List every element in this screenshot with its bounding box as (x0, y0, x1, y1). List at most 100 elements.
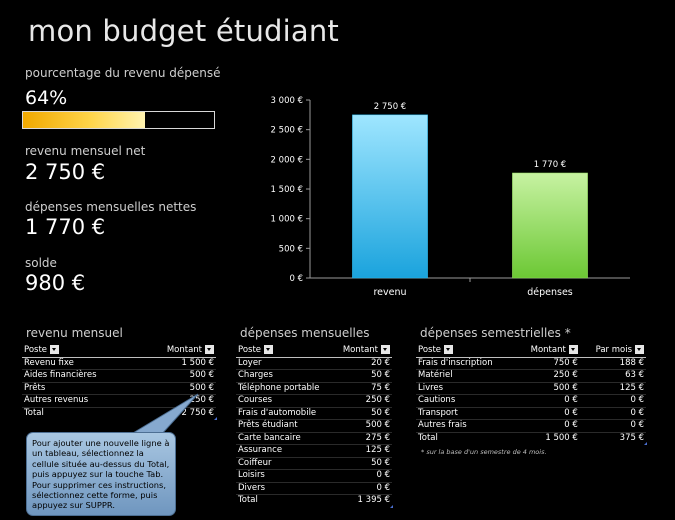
table-resize-handle[interactable] (390, 505, 393, 508)
monthly-total-cell[interactable]: Total (236, 494, 334, 507)
balance-label: solde (25, 256, 57, 270)
monthly-cell[interactable]: 275 € (333, 432, 392, 445)
semester-header-cell[interactable]: Montant (515, 345, 580, 358)
monthly-cell[interactable]: Loisirs (236, 469, 334, 483)
semester-cell[interactable]: 0 € (579, 419, 646, 433)
monthly-cell[interactable]: 50 € (333, 457, 392, 470)
monthly-cell[interactable]: Coiffeur (236, 457, 334, 470)
monthly-row[interactable]: Téléphone portable 75 € (236, 382, 392, 395)
income-cell[interactable]: Aides financières (22, 369, 139, 383)
monthly-row[interactable]: Loyer 20 € (236, 357, 392, 370)
semester-cell[interactable]: Transport (416, 407, 516, 420)
semester-cell[interactable]: Cautions (416, 394, 516, 408)
semester-total-cell[interactable]: 375 € (579, 431, 646, 444)
monthly-total-cell[interactable]: 1 395 € (333, 494, 392, 507)
semester-row[interactable]: Cautions 0 €0 € (416, 394, 646, 408)
income-cell[interactable]: 1 500 € (138, 357, 216, 370)
semester-cell[interactable]: 750 € (515, 357, 580, 370)
semester-cell[interactable]: Frais d'inscription (416, 357, 516, 370)
table-resize-handle[interactable] (214, 417, 217, 420)
income-header-cell[interactable]: Poste (22, 345, 139, 358)
income-row[interactable]: Aides financières 500 € (22, 369, 216, 383)
semester-cell[interactable]: Livres (416, 382, 516, 395)
filter-dropdown-icon[interactable] (50, 345, 60, 354)
monthly-cell[interactable]: Loyer (236, 357, 334, 370)
income-cell[interactable]: Revenu fixe (22, 357, 139, 370)
y-tick-label: 3 000 € (271, 96, 303, 106)
income-label: revenu mensuel net (25, 144, 146, 158)
income-cell[interactable]: 500 € (138, 369, 216, 383)
income-cell[interactable]: 500 € (138, 382, 216, 395)
filter-dropdown-icon[interactable] (635, 345, 644, 354)
monthly-cell[interactable]: Courses (236, 394, 334, 408)
monthly-cell[interactable]: Prêts étudiant (236, 419, 334, 433)
filter-dropdown-icon[interactable] (205, 345, 214, 354)
monthly-cell[interactable]: 500 € (333, 419, 392, 433)
income-row[interactable]: Prêts 500 € (22, 382, 216, 395)
instructions-callout[interactable]: Pour ajouter une nouvelle ligne à un tab… (26, 432, 176, 516)
semester-cell[interactable]: 0 € (579, 394, 646, 408)
semester-row[interactable]: Frais d'inscription 750 €188 € (416, 357, 646, 370)
income-table: Poste Montant Revenu fixe 1 500 € Aides fina… (22, 345, 216, 419)
semester-cell[interactable]: 0 € (515, 394, 580, 408)
semester-cell[interactable]: 500 € (515, 382, 580, 395)
pct-progress-bar (22, 111, 215, 129)
monthly-cell[interactable]: 0 € (333, 482, 392, 495)
monthly-cell[interactable]: Carte bancaire (236, 432, 334, 445)
filter-dropdown-icon[interactable] (568, 345, 578, 354)
semester-row[interactable]: Autres frais 0 €0 € (416, 419, 646, 433)
income-row[interactable]: Revenu fixe 1 500 € (22, 357, 216, 370)
monthly-header-cell[interactable]: Poste (236, 345, 334, 358)
filter-dropdown-icon[interactable] (444, 345, 454, 354)
monthly-row[interactable]: Charges 50 € (236, 369, 392, 383)
monthly-header-cell[interactable]: Montant (333, 345, 392, 358)
semester-row[interactable]: Transport 0 €0 € (416, 407, 646, 420)
semester-header-cell[interactable]: Par mois (579, 345, 646, 358)
monthly-cell[interactable]: Téléphone portable (236, 382, 334, 395)
monthly-row[interactable]: Frais d'automobile 50 € (236, 407, 392, 420)
monthly-cell[interactable]: Frais d'automobile (236, 407, 334, 420)
monthly-cell[interactable]: Divers (236, 482, 334, 495)
income-cell[interactable]: Prêts (22, 382, 139, 395)
semester-header-cell[interactable]: Poste (416, 345, 516, 358)
semester-cell[interactable]: 0 € (579, 407, 646, 420)
monthly-header-row: Poste Montant (236, 345, 392, 358)
semester-row[interactable]: Livres 500 €125 € (416, 382, 646, 395)
monthly-cell[interactable]: 50 € (333, 369, 392, 383)
semester-cell[interactable]: 188 € (579, 357, 646, 370)
monthly-row[interactable]: Prêts étudiant 500 € (236, 419, 392, 433)
semester-cell[interactable]: 0 € (515, 419, 580, 433)
monthly-row[interactable]: Loisirs 0 € (236, 469, 392, 483)
semester-cell[interactable]: Autres frais (416, 419, 516, 433)
monthly-row[interactable]: Courses 250 € (236, 394, 392, 408)
monthly-cell[interactable]: 250 € (333, 394, 392, 408)
monthly-cell[interactable]: 75 € (333, 382, 392, 395)
monthly-cell[interactable]: Charges (236, 369, 334, 383)
x-category-label: dépenses (527, 287, 573, 298)
monthly-row[interactable]: Coiffeur 50 € (236, 457, 392, 470)
monthly-total-row[interactable]: Total 1 395 € (236, 494, 392, 507)
semester-cell[interactable]: 125 € (579, 382, 646, 395)
semester-cell[interactable]: 250 € (515, 369, 580, 383)
semester-cell[interactable]: Matériel (416, 369, 516, 383)
monthly-row[interactable]: Divers 0 € (236, 482, 392, 495)
semester-total-cell[interactable]: Total (416, 431, 516, 444)
semester-row[interactable]: Matériel 250 €63 € (416, 369, 646, 383)
income-header-label: Montant (166, 345, 202, 355)
semester-total-row[interactable]: Total 1 500 €375 € (416, 431, 646, 444)
semester-cell[interactable]: 0 € (515, 407, 580, 420)
income-total-cell[interactable]: Total (22, 406, 139, 419)
monthly-cell[interactable]: 125 € (333, 444, 392, 458)
monthly-cell[interactable]: 20 € (333, 357, 392, 370)
monthly-row[interactable]: Carte bancaire 275 € (236, 432, 392, 445)
monthly-cell[interactable]: 50 € (333, 407, 392, 420)
filter-dropdown-icon[interactable] (264, 345, 274, 354)
monthly-cell[interactable]: Assurance (236, 444, 334, 458)
filter-dropdown-icon[interactable] (381, 345, 390, 354)
table-resize-handle[interactable] (644, 442, 647, 445)
monthly-row[interactable]: Assurance 125 € (236, 444, 392, 458)
semester-total-cell[interactable]: 1 500 € (515, 431, 580, 444)
semester-cell[interactable]: 63 € (579, 369, 646, 383)
income-header-cell[interactable]: Montant (138, 345, 216, 358)
monthly-cell[interactable]: 0 € (333, 469, 392, 483)
